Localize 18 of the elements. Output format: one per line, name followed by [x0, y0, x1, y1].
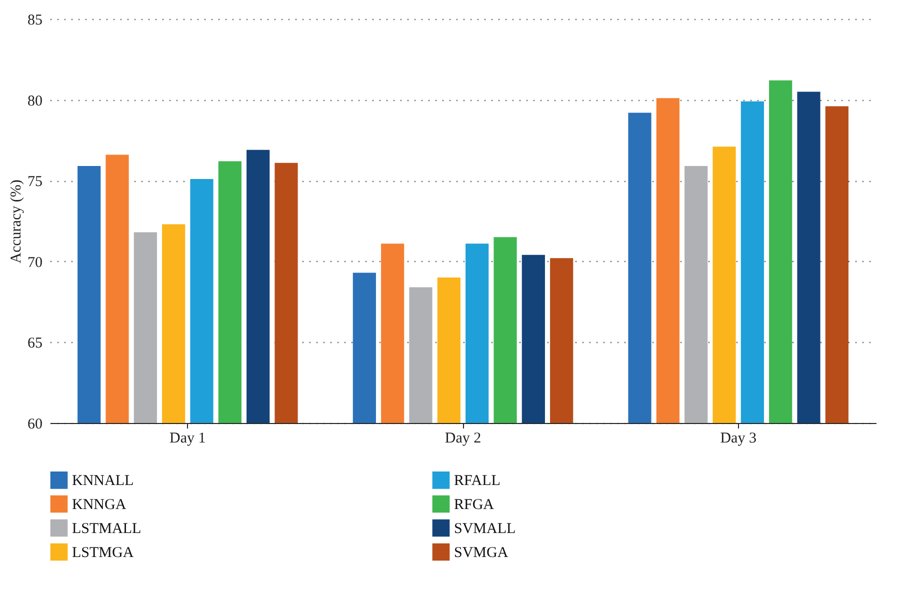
y-tick-label: 65: [28, 336, 42, 352]
x-tick-label: Day 2: [444, 430, 482, 446]
x-tick-label: Day 3: [720, 430, 756, 446]
legend-label: KNNGA: [72, 497, 126, 513]
x-tick-label: Day 1: [170, 430, 206, 446]
y-tick-label: 85: [28, 12, 42, 28]
legend-label: SVMGA: [454, 545, 508, 561]
legend-label: RFALL: [454, 473, 500, 490]
y-tick-label: 80: [28, 93, 42, 110]
y-tick-label: 70: [28, 254, 42, 271]
y-axis-title: Accuracy (%): [8, 180, 24, 264]
y-tick-label: 60: [28, 416, 42, 432]
legend-label: RFGA: [454, 497, 494, 513]
legend-label: LSTMALL: [72, 521, 142, 537]
legend-label: SVMALL: [454, 521, 516, 537]
legend-label: KNNALL: [72, 473, 134, 490]
legend-label: LSTMGA: [72, 545, 134, 561]
y-tick-label: 75: [28, 174, 42, 190]
